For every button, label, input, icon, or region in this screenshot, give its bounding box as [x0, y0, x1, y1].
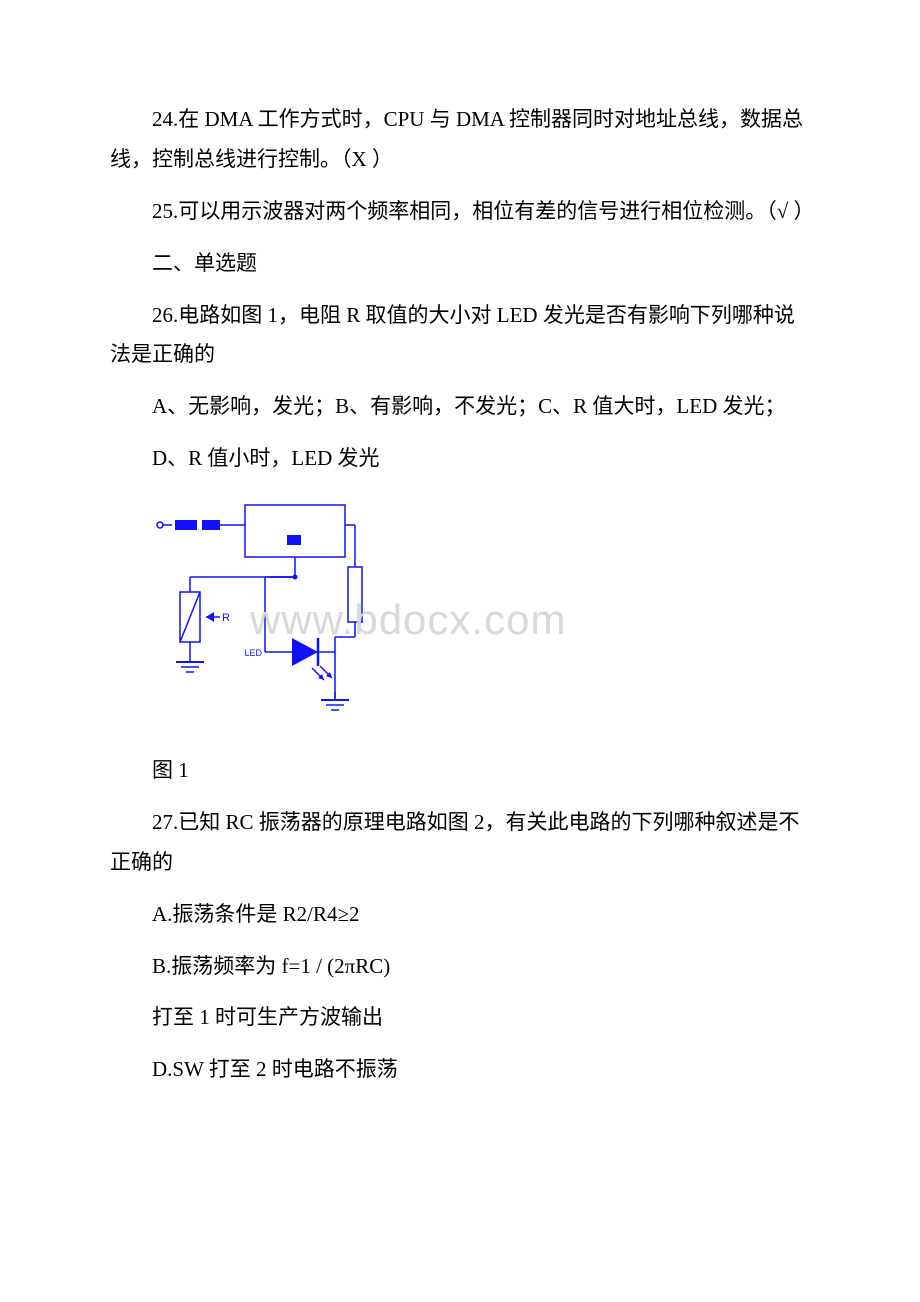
question-25: 25.可以用示波器对两个频率相同，相位有差的信号进行相位检测。（√ ）: [110, 192, 810, 232]
section-2-heading: 二、单选题: [110, 244, 810, 284]
svg-text:R: R: [222, 612, 230, 624]
question-27-option-b: B.振荡频率为 f=1 / (2πRC): [110, 947, 810, 987]
question-27-option-c: 打至 1 时可生产方波输出: [110, 998, 810, 1038]
question-24: 24.在 DMA 工作方式时，CPU 与 DMA 控制器同时对地址总线，数据总线…: [110, 100, 810, 180]
question-27-option-d: D.SW 打至 2 时电路不振荡: [110, 1050, 810, 1090]
question-27-stem: 27.已知 RC 振荡器的原理电路如图 2，有关此电路的下列哪种叙述是不正确的: [110, 803, 810, 883]
question-26-stem: 26.电路如图 1，电阻 R 取值的大小对 LED 发光是否有影响下列哪种说法是…: [110, 296, 810, 376]
question-27-option-a: A.振荡条件是 R2/R4≥2: [110, 895, 810, 935]
question-26-option-d: D、R 值小时，LED 发光: [110, 439, 810, 479]
watermark-text: www.bdocx.com: [250, 580, 566, 660]
question-26-options-abc: A、无影响，发光；B、有影响，不发光；C、R 值大时，LED 发光；: [110, 387, 810, 427]
figure-1-label: 图 1: [110, 751, 810, 791]
